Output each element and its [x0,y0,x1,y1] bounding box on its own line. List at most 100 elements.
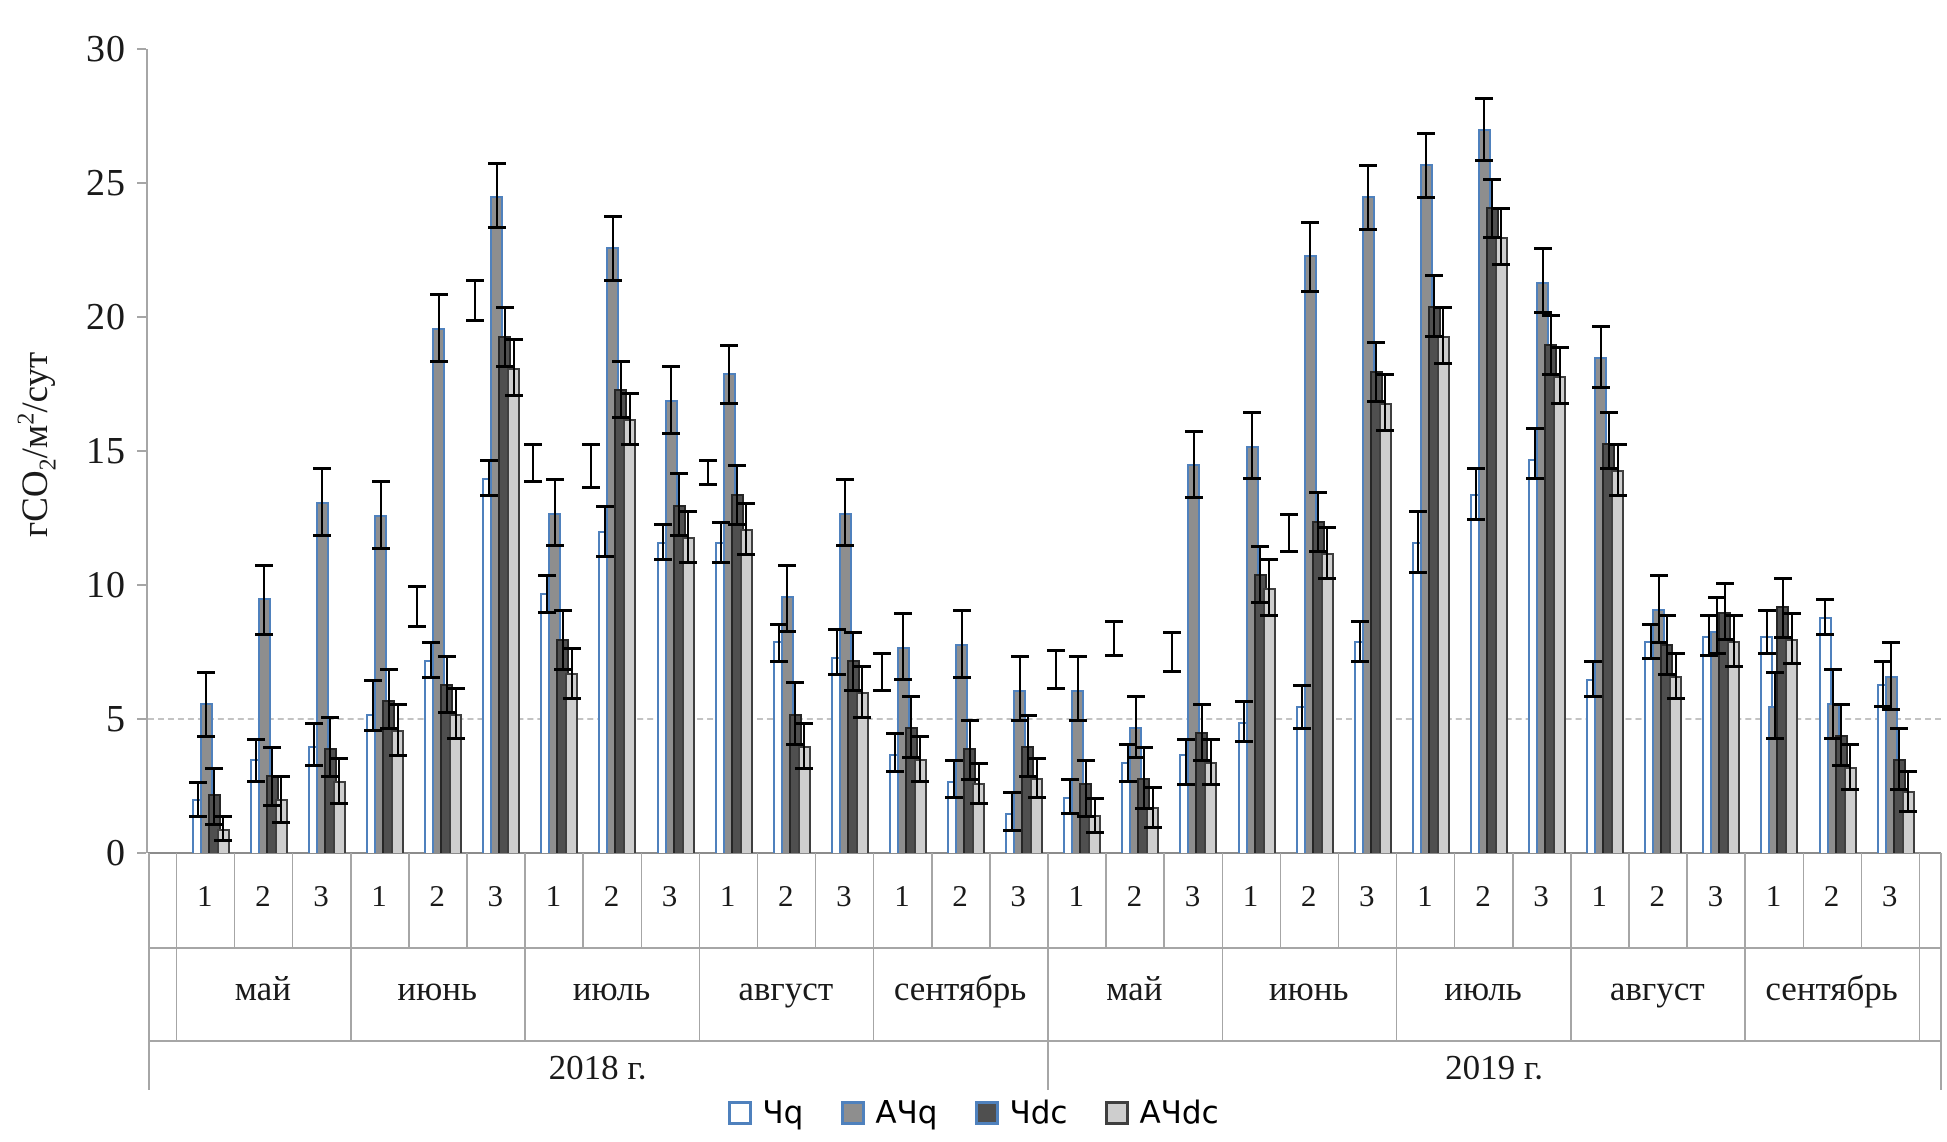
error-bar-Чdc-part [960,777,979,781]
error-bar-Чdc-part [1134,745,1153,749]
error-bar-АЧq-part [894,611,913,615]
decade-label: 1 [197,878,213,913]
legend-label-Чdc: Чdc [1009,1095,1068,1131]
error-bar-Чdc [321,716,340,778]
error-bar-АЧq-part [952,675,971,679]
bar-АЧdc [565,673,579,853]
error-bar-АЧq-part [321,467,324,537]
floating-error-bar [1105,619,1124,658]
error-bar-АЧq-part [1251,410,1253,481]
error-bar-Чq-part [1874,705,1893,709]
floating-error-bar-part [1287,512,1290,553]
error-bar-АЧq-part [603,215,622,219]
error-bar-АЧdc-part [1384,373,1387,433]
error-bar-Чdc-part [1773,635,1792,639]
error-bar-АЧdc-part [1666,697,1685,701]
error-bar-Чdc-part [611,359,630,363]
error-bar-Чq-part [305,721,324,725]
decade-separator [1395,853,1398,947]
legend-item-Чq: Чq [728,1095,803,1131]
error-bar-Чdc-part [205,823,224,827]
month-label: июнь [397,969,477,1008]
floating-error-bar-part [1279,549,1298,553]
error-bar-Чdc-part [1134,807,1153,811]
error-bar-Чq-part [479,459,498,463]
floating-error-bar [1047,649,1066,690]
floating-error-bar-part [474,279,477,323]
error-bar-АЧdc-part [1085,796,1104,800]
month-label: июль [572,969,651,1008]
error-bar-Чdc [960,719,979,781]
error-bar-АЧdc-part [1841,788,1859,792]
error-bar-Чq [1409,509,1428,575]
error-bar-Чq [1874,660,1893,709]
error-bar-АЧq [371,480,390,551]
error-bar-Чq-part [1467,517,1486,521]
error-bar-Чq [1757,609,1776,655]
error-bar-АЧq-part [205,670,208,738]
legend-swatch-АЧq [841,1101,866,1125]
error-bar-Чdc-part [619,359,622,419]
error-bar-Чq-part [1235,740,1253,744]
error-bar-Чq-part [1235,700,1253,704]
error-bar-Чdc-part [1599,410,1618,414]
error-bar-АЧq [255,563,274,636]
error-bar-АЧq-part [902,611,905,682]
error-bar-АЧq-part [255,563,274,567]
error-bar-Чdc-part [379,726,398,730]
floating-error-bar [408,585,427,628]
error-bar-АЧq-part [1533,311,1552,315]
error-bar-АЧdc-part [795,721,814,725]
error-bar-Чq-part [944,796,963,800]
error-bar-АЧq-part [371,547,390,551]
decade-separator [1628,853,1630,947]
decade-separator [291,853,294,947]
error-bar-АЧdc [1318,526,1337,580]
error-bar-АЧq [894,611,913,682]
legend-label-АЧq: АЧq [875,1095,938,1131]
error-bar-Чq [1583,660,1602,698]
error-bar-Чdc-part [445,654,448,714]
error-bar-АЧq [603,215,622,283]
error-bar-АЧdc-part [1899,809,1918,813]
error-bar-АЧdc-part [687,509,689,564]
error-bar-АЧdc-part [1318,576,1337,580]
error-bar-Чdc [670,472,688,537]
y-tick-label: 30 [86,28,126,70]
error-bar-АЧdc [1550,346,1569,406]
error-bar-Чq-part [1707,614,1710,658]
error-bar-АЧdc-part [1376,373,1395,377]
error-bar-Чdc-part [205,767,224,771]
error-bar-АЧdc [1085,796,1104,835]
error-bar-АЧdc-part [1907,769,1910,813]
decade-separator [350,853,352,947]
error-bar-АЧdc-part [1550,346,1569,350]
error-bar-АЧdc-part [737,552,756,556]
error-bar-АЧdc-part [1201,782,1220,786]
error-bar-Чq [886,732,905,773]
legend: Чq АЧq Чdc АЧdc [0,1088,1947,1138]
error-bar-АЧq-part [1765,737,1784,741]
error-bar-Чq [189,780,208,819]
error-bar-АЧdc-part [562,697,581,701]
error-bar-АЧq-part [960,609,963,679]
error-bar-АЧdc-part [1376,429,1395,433]
error-bar-Чq-part [545,574,548,615]
floating-error-bar [1279,512,1298,553]
error-bar-Чdc-part [728,523,747,527]
decade-separator [1105,853,1107,947]
floating-error-bar-part [532,442,535,484]
decade-label: 2 [429,878,445,913]
error-bar-АЧq-part [1359,228,1378,232]
error-bar-АЧq-part [1359,164,1378,168]
error-bar-АЧdc [1782,611,1801,666]
error-bar-АЧdc-part [1782,662,1801,666]
error-bar-Чdc [1541,314,1560,376]
error-bar-АЧdc [1841,743,1859,792]
error-bar-АЧq-part [1018,654,1021,722]
error-bar-Чdc-part [960,719,979,722]
error-bar-АЧq [662,365,680,435]
error-bar-Чdc [1599,410,1618,470]
month-separator [175,947,178,1040]
error-bar-Чdc-part [329,716,332,778]
